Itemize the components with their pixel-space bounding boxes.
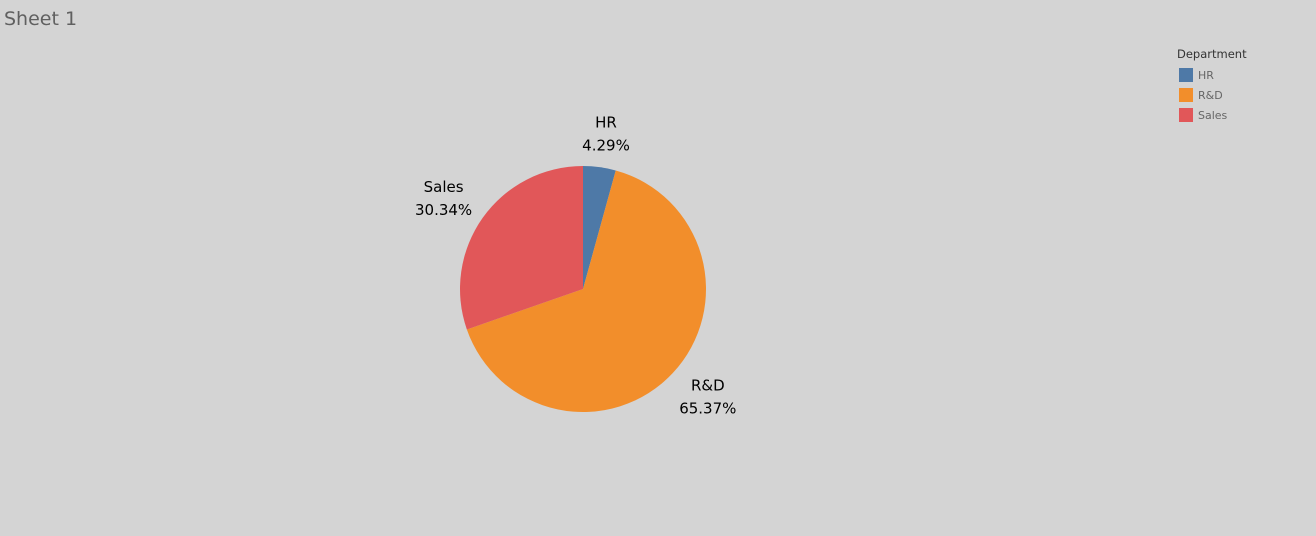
legend-label-rd: R&D — [1198, 88, 1223, 102]
pie-slice-hr[interactable] — [583, 166, 616, 289]
slice-value-label: 4.29% — [582, 136, 630, 154]
slice-category-label: HR — [595, 113, 617, 131]
legend: Department HR R&D Sales — [1177, 47, 1297, 125]
legend-swatch-rd — [1179, 88, 1193, 102]
slice-labels: HR 4.29% R&D 65.37% Sales 30.34% — [415, 113, 736, 417]
slice-category-label: R&D — [691, 376, 725, 394]
slice-value-label: 30.34% — [415, 201, 472, 219]
sheet-title: Sheet 1 — [4, 8, 78, 30]
slice-value-label: 65.37% — [679, 399, 736, 417]
legend-swatch-hr — [1179, 68, 1193, 82]
legend-swatch-sales — [1179, 108, 1193, 122]
legend-item-hr[interactable]: HR — [1177, 65, 1297, 85]
legend-label-sales: Sales — [1198, 108, 1228, 122]
legend-item-sales[interactable]: Sales — [1177, 105, 1297, 125]
slice-category-label: Sales — [424, 178, 464, 196]
legend-label-hr: HR — [1198, 68, 1214, 82]
pie-slice-rd[interactable] — [466, 170, 707, 413]
slice-label-sales: Sales 30.34% — [415, 178, 472, 219]
pie-slices — [460, 166, 707, 413]
legend-title: Department — [1177, 47, 1247, 61]
slice-label-hr: HR 4.29% — [582, 113, 630, 154]
legend-item-rd[interactable]: R&D — [1177, 85, 1297, 105]
slice-label-rd: R&D 65.37% — [679, 376, 736, 417]
pie-slice-sales[interactable] — [460, 166, 583, 330]
